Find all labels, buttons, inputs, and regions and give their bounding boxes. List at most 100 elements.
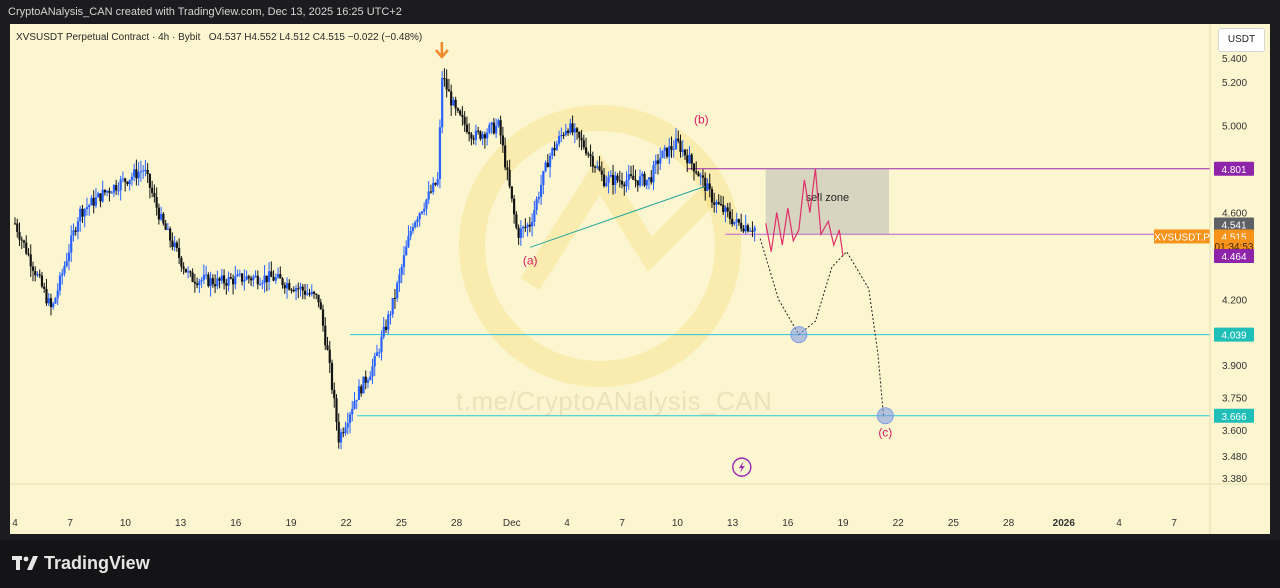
candle-body xyxy=(22,240,26,243)
candle-body xyxy=(240,273,244,282)
candle-body xyxy=(526,224,529,228)
candle-body xyxy=(656,160,660,164)
target-circle-1[interactable] xyxy=(790,326,808,344)
candle-body xyxy=(128,179,131,185)
time-tick-label: 7 xyxy=(67,518,73,529)
candle-body xyxy=(742,228,745,232)
candle-body xyxy=(434,182,437,185)
candle-body xyxy=(238,273,241,275)
wave-label: (a) xyxy=(523,254,538,268)
ohlc-close: C4.515 xyxy=(312,32,345,43)
candle-body xyxy=(308,293,311,295)
candle-body xyxy=(531,221,534,227)
candle-body xyxy=(607,176,610,184)
tradingview-logo-icon xyxy=(12,555,38,570)
candle-body xyxy=(211,278,214,285)
currency-button[interactable]: USDT xyxy=(1218,28,1265,52)
candle-body xyxy=(279,274,282,279)
price-label-box xyxy=(1214,408,1254,423)
candle-body xyxy=(272,276,275,281)
candle-body xyxy=(124,178,127,182)
candle-body xyxy=(312,291,316,294)
target-circle-2[interactable] xyxy=(876,407,894,425)
symbol-interval: 4h xyxy=(158,32,170,43)
price-tick-label: 3.380 xyxy=(1222,474,1247,485)
candle-body xyxy=(117,190,120,192)
price-tick-label: 5.400 xyxy=(1222,54,1247,65)
candle-body xyxy=(429,191,433,193)
candle-body xyxy=(472,138,475,140)
candle-body xyxy=(121,178,125,180)
candle-body xyxy=(636,180,639,186)
candle-body xyxy=(38,274,41,276)
candle-body xyxy=(508,169,511,187)
candle-body xyxy=(560,134,563,137)
wave-label: (c) xyxy=(878,426,892,440)
candle-body xyxy=(299,286,302,289)
candle-body xyxy=(387,314,390,330)
candle-body xyxy=(564,130,567,135)
candle-body xyxy=(580,137,583,141)
candle-body xyxy=(713,202,716,205)
candle-body xyxy=(490,122,493,125)
price-tick-label: 5.200 xyxy=(1222,78,1247,89)
candle-body xyxy=(614,175,617,186)
candle-body xyxy=(584,147,588,154)
time-tick-label: 4 xyxy=(1116,518,1122,529)
candle-body xyxy=(744,225,747,232)
candle-body xyxy=(227,277,230,286)
candle-body xyxy=(231,278,235,285)
candle-body xyxy=(225,283,228,286)
candle-body xyxy=(384,326,388,330)
candle-body xyxy=(454,99,457,109)
candle-body xyxy=(409,231,412,237)
candle-body xyxy=(175,242,178,249)
candle-body xyxy=(283,285,286,289)
candle-body xyxy=(749,230,752,232)
candle-body xyxy=(459,110,462,115)
candle-body xyxy=(220,275,223,281)
candle-body xyxy=(539,185,543,197)
time-tick-label: 25 xyxy=(948,518,960,529)
candle-body xyxy=(362,376,365,394)
scribble-path xyxy=(765,168,844,257)
candle-body xyxy=(706,183,709,191)
candle-body xyxy=(418,213,421,220)
candle-body xyxy=(641,173,644,177)
candle-body xyxy=(193,281,196,284)
price-label-box xyxy=(1214,249,1254,264)
candle-body xyxy=(715,202,718,205)
candle-body xyxy=(546,162,549,168)
time-tick-label: 22 xyxy=(893,518,905,529)
candle-body xyxy=(213,284,217,287)
time-tick-label: 10 xyxy=(120,518,132,529)
candle-body xyxy=(207,274,210,287)
candle-body xyxy=(506,167,509,170)
candle-body xyxy=(326,345,329,350)
flash-icon[interactable] xyxy=(732,457,752,477)
candle-body xyxy=(728,211,732,219)
flash-bolt-icon xyxy=(738,461,745,474)
trendline xyxy=(530,185,706,248)
candle-body xyxy=(620,180,624,185)
candle-body xyxy=(542,171,545,186)
candle-body xyxy=(319,302,322,310)
candle-body xyxy=(267,271,271,283)
candle-body xyxy=(281,278,284,286)
candle-body xyxy=(722,204,725,213)
candle-body xyxy=(180,257,183,267)
candle-body xyxy=(634,179,637,181)
price-chart[interactable]: sell zone (a) (b) (c) 4.801 4.5414.51501:34:… xyxy=(10,24,1270,534)
chart-area[interactable]: sell zone (a) (b) (c) 4.801 4.541 4.515 01:34:… xyxy=(10,24,1270,534)
candle-body xyxy=(337,421,340,443)
candle-body xyxy=(290,289,293,291)
tradingview-logo[interactable]: TradingView xyxy=(12,553,150,574)
candle-body xyxy=(593,166,597,168)
price-tick-label: 4.200 xyxy=(1222,296,1247,307)
candle-body xyxy=(488,124,491,133)
symbol-exchange: Bybit xyxy=(178,32,201,43)
candle-body xyxy=(465,124,469,133)
candle-body xyxy=(130,176,134,180)
ohlc-open: O4.537 xyxy=(208,32,242,43)
candle-body xyxy=(83,209,86,217)
